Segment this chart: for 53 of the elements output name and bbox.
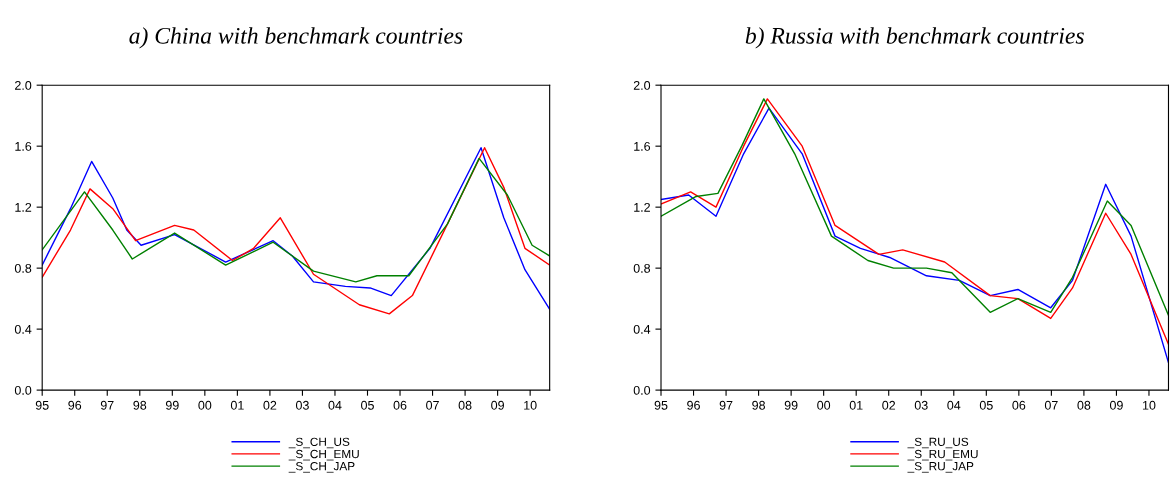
y-tick-label: 1.6	[15, 141, 32, 151]
x-tick-label: 04	[947, 400, 961, 410]
x-tick-label: 09	[491, 400, 504, 410]
x-tick-label: 02	[882, 400, 896, 410]
legend-label: _S_CH_JAP	[288, 462, 355, 473]
y-tick-label: 0.8	[14, 263, 32, 273]
y-tick-label: 2.0	[15, 80, 32, 90]
x-tick-label: 04	[328, 400, 342, 410]
x-tick-label: 05	[361, 400, 374, 410]
x-tick-label: 00	[817, 400, 831, 410]
x-tick-label: 08	[458, 400, 472, 410]
x-tick-label: 07	[1044, 400, 1058, 410]
x-tick-label: 98	[133, 400, 147, 410]
x-tick-label: 03	[914, 400, 928, 410]
x-tick-label: 07	[426, 400, 439, 410]
x-tick-label: 05	[979, 400, 993, 410]
y-tick-label: 1.2	[634, 202, 650, 212]
y-tick-label: 1.2	[15, 202, 32, 212]
line-series	[42, 157, 550, 283]
x-tick-label: 08	[1077, 400, 1091, 410]
x-tick-label: 06	[1012, 400, 1026, 410]
x-tick-label: 10	[1142, 400, 1156, 410]
x-tick-label: 02	[263, 400, 277, 410]
x-tick-label: 95	[35, 400, 49, 410]
x-tick-label: 99	[784, 400, 798, 410]
legend-label: _S_RU_US	[907, 437, 969, 449]
y-tick-label: 2.0	[633, 80, 651, 90]
x-tick-label: 97	[719, 400, 733, 410]
x-tick-label: 98	[752, 400, 766, 410]
x-tick-label: 03	[295, 400, 309, 410]
x-tick-label: 01	[849, 400, 863, 410]
x-tick-label: 97	[100, 400, 114, 410]
chart-title: b) Russia with benchmark countries	[745, 27, 1084, 49]
legend-label: _S_RU_JAP	[907, 462, 974, 473]
y-tick-label: 0.0	[633, 385, 651, 395]
x-tick-label: 95	[654, 400, 668, 410]
x-tick-label: 96	[68, 400, 82, 410]
y-tick-label: 1.6	[634, 141, 651, 151]
x-tick-label: 99	[165, 400, 179, 410]
y-tick-label: 0.8	[633, 263, 651, 273]
legend-label: _S_CH_EMU	[288, 449, 359, 461]
y-tick-label: 0.0	[14, 385, 32, 395]
y-tick-label: 0.4	[633, 324, 651, 334]
x-tick-label: 01	[230, 400, 244, 410]
x-tick-label: 10	[524, 400, 537, 410]
x-tick-label: 06	[393, 400, 407, 410]
chart-title: a) China with benchmark countries	[129, 27, 463, 49]
x-tick-label: 09	[1109, 400, 1123, 410]
x-tick-label: 00	[198, 400, 212, 410]
legend-label: _S_CH_US	[288, 437, 350, 449]
y-tick-label: 0.4	[14, 324, 32, 334]
legend-label: _S_RU_EMU	[907, 449, 978, 461]
x-tick-label: 96	[687, 400, 700, 410]
